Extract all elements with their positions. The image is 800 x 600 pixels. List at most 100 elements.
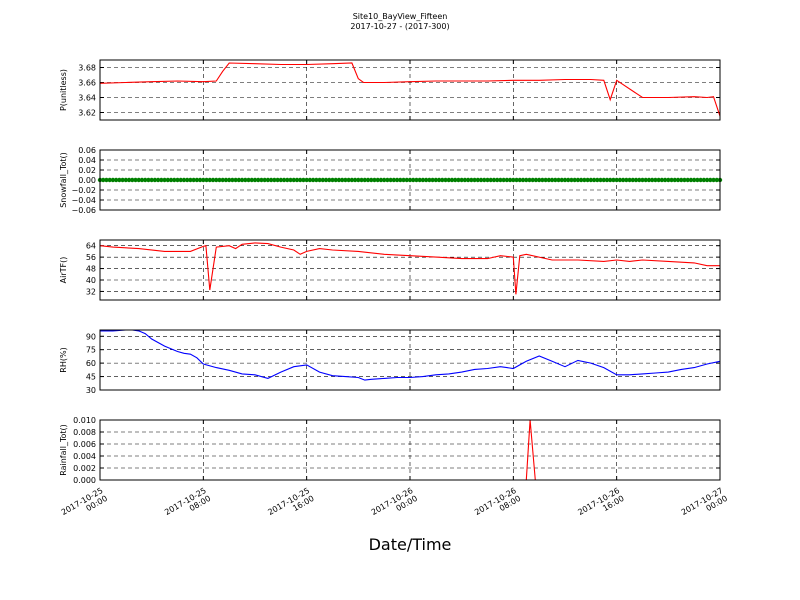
data-point [162, 177, 167, 183]
data-point [430, 177, 435, 183]
y-tick-label: 3.62 [78, 109, 96, 118]
data-point [123, 177, 129, 183]
data-point [520, 177, 526, 183]
data-point [346, 177, 351, 183]
data-point [210, 177, 216, 183]
data-point [701, 177, 707, 183]
data-point [614, 177, 619, 183]
data-point [501, 177, 506, 183]
data-point [349, 177, 355, 183]
data-point [417, 177, 422, 183]
data-point [404, 177, 409, 183]
y-tick-label: 60 [86, 359, 96, 368]
data-point [514, 177, 519, 183]
plot-frame [99, 239, 721, 301]
data-point [133, 177, 138, 183]
data-point [385, 177, 390, 183]
data-point [511, 177, 516, 183]
y-tick-label: 30 [86, 386, 96, 395]
data-point [472, 177, 477, 183]
data-point [191, 177, 196, 183]
y-axis-label: AirTF() [59, 257, 68, 284]
data-point [714, 177, 719, 183]
data-point [398, 177, 403, 183]
y-tick-label: 0.00 [78, 176, 96, 185]
data-point [462, 177, 468, 183]
data-point [330, 177, 335, 183]
data-point [201, 177, 206, 183]
data-point [220, 177, 225, 183]
data-point [168, 177, 174, 183]
data-point [317, 177, 322, 183]
y-tick-label: 32 [86, 287, 96, 296]
data-point [178, 177, 183, 183]
data-point [149, 177, 154, 183]
data-point [281, 177, 287, 183]
data-point [446, 177, 451, 183]
data-point [456, 177, 461, 183]
data-point [304, 177, 309, 183]
series-line [99, 242, 720, 295]
data-point [682, 177, 687, 183]
data-point [252, 177, 258, 183]
data-point [546, 177, 552, 183]
data-point [230, 177, 235, 183]
data-point [175, 177, 180, 183]
data-point [259, 177, 264, 183]
data-point [578, 177, 584, 183]
data-point [146, 177, 151, 183]
y-tick-label: 0.000 [73, 476, 96, 485]
data-point [679, 177, 684, 183]
data-point [120, 177, 125, 183]
data-point [223, 177, 229, 183]
data-point [517, 177, 522, 183]
data-point [711, 177, 716, 183]
data-point [640, 177, 645, 183]
data-point [420, 177, 426, 183]
data-point [527, 177, 532, 183]
data-point [294, 177, 300, 183]
data-point [691, 177, 697, 183]
data-point [653, 177, 658, 183]
data-point [494, 177, 500, 183]
y-tick-label: 0.010 [73, 416, 96, 425]
data-point [323, 177, 329, 183]
data-point [433, 177, 439, 183]
data-point [207, 177, 212, 183]
data-point [381, 177, 387, 183]
data-point [630, 177, 636, 183]
data-point [278, 177, 284, 183]
data-point [443, 177, 448, 183]
data-point [449, 177, 455, 183]
x-axis-label: Date/Time [369, 535, 452, 554]
data-point [569, 177, 574, 183]
y-tick-label: 0.002 [73, 464, 96, 473]
data-point [672, 177, 677, 183]
data-point [556, 177, 561, 183]
data-point [624, 177, 629, 183]
data-point [307, 177, 313, 183]
data-point [469, 177, 474, 183]
y-tick-label: 0.006 [73, 440, 96, 449]
plot-frame [99, 419, 721, 481]
data-point [291, 177, 296, 183]
y-tick-label: 0.008 [73, 428, 96, 437]
data-point [226, 177, 232, 183]
data-point [688, 177, 694, 183]
data-point [272, 177, 277, 183]
data-point [475, 177, 481, 183]
data-point [181, 177, 187, 183]
data-point [585, 177, 590, 183]
data-point [662, 177, 668, 183]
data-point [465, 177, 471, 183]
data-point [314, 177, 319, 183]
subplot-3: 30 45 60 75 90 RH(%) [59, 329, 721, 395]
data-point [369, 177, 374, 183]
data-point [453, 177, 458, 183]
data-point [365, 177, 371, 183]
plot-frame [99, 149, 721, 211]
